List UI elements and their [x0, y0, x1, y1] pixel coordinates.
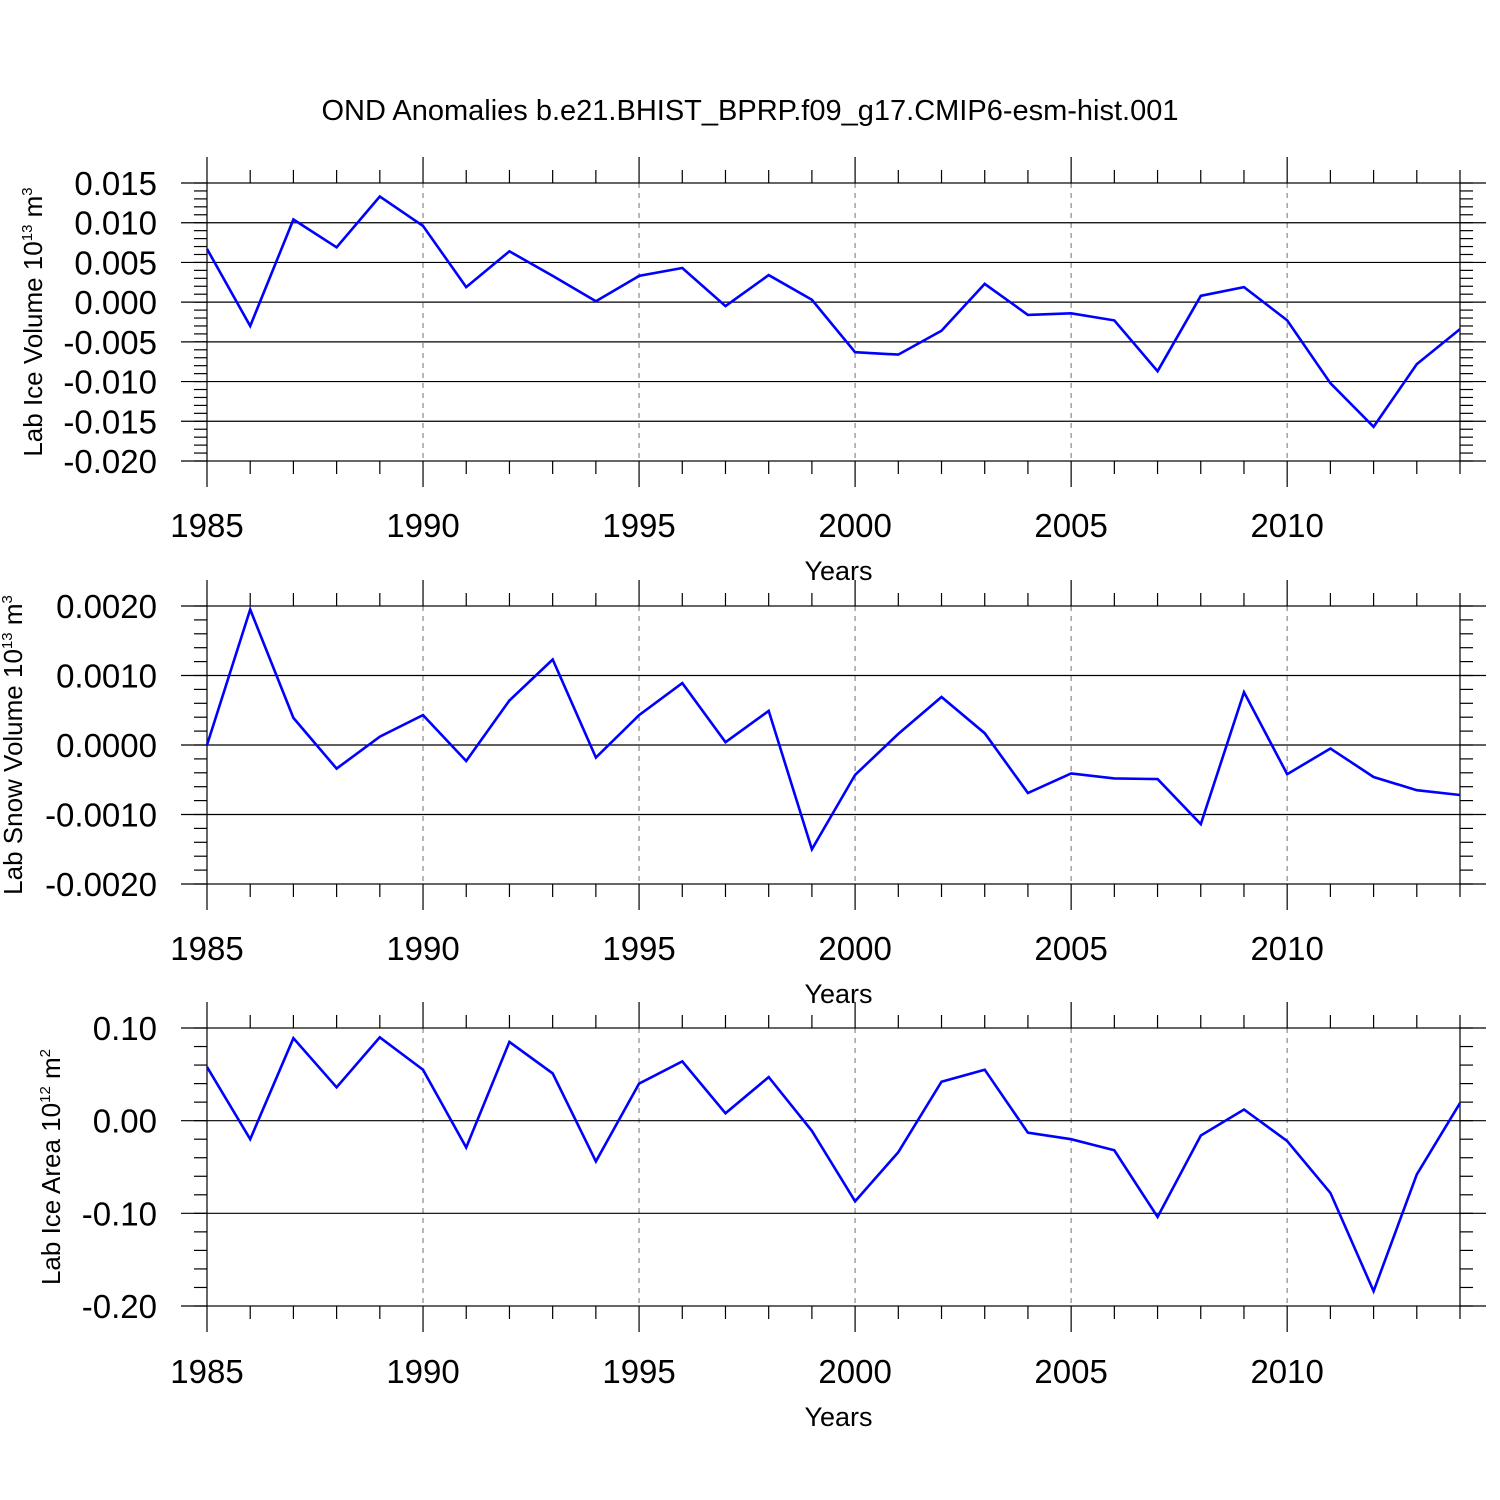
- x-axis-label: Years: [804, 979, 872, 1009]
- y-axis-label-unit: m: [0, 604, 28, 633]
- y-axis-label-text: Lab Ice Volume 10: [18, 241, 48, 456]
- y-axis-label: Lab Snow Volume 1013 m3: [0, 595, 28, 895]
- y-tick-label: -0.015: [63, 403, 157, 440]
- chart-title: OND Anomalies b.e21.BHIST_BPRP.f09_g17.C…: [322, 95, 1179, 127]
- y-tick-label: 0.015: [74, 165, 157, 202]
- y-axis-label-unit: m: [36, 1057, 66, 1086]
- y-tick-label: 0.005: [74, 244, 157, 281]
- y-tick-label: 0.0010: [56, 658, 157, 695]
- x-tick-label: 2005: [1034, 1353, 1107, 1390]
- x-tick-label: 2005: [1034, 507, 1107, 544]
- panel-3: 0.10 0.00 -0.10 -0.20 1985 1990 1995 2000 2005 20…: [36, 1002, 1486, 1432]
- y-axis-label-unit-exponent: 3: [0, 595, 16, 603]
- x-tick-label: 2000: [818, 1353, 891, 1390]
- x-tick-label: 1985: [170, 1353, 243, 1390]
- x-tick-label: 1990: [386, 507, 459, 544]
- y-tick-label: -0.0020: [45, 866, 157, 903]
- y-tick-label: 0.010: [74, 205, 157, 242]
- x-axis-label: Years: [804, 556, 872, 586]
- x-tick-label: 2010: [1250, 930, 1323, 967]
- y-tick-label: -0.005: [63, 324, 157, 361]
- plot-frame: [206, 1027, 1461, 1307]
- x-tick-label: 2005: [1034, 930, 1107, 967]
- series-line: [205, 194, 1461, 429]
- x-tick-label: 2010: [1250, 1353, 1323, 1390]
- x-tick-label: 1990: [386, 930, 459, 967]
- plot-frame: [206, 182, 1461, 462]
- x-tick-label: 2000: [818, 507, 891, 544]
- x-tick-label: 1995: [602, 930, 675, 967]
- y-axis-label: Lab Ice Volume 1013 m3: [18, 187, 48, 456]
- y-tick-label: 0.000: [74, 284, 157, 321]
- y-axis-label-unit-exponent: 3: [19, 187, 36, 195]
- panels: 0.0150.0100.0050.000-0.005-0.010-0.015-0…: [0, 157, 1486, 1432]
- y-axis-label-text: Lab Snow Volume 10: [0, 649, 28, 895]
- x-tick-label: 1995: [602, 507, 675, 544]
- y-tick-label: 0.0020: [56, 588, 157, 625]
- y-axis-label-exponent: 12: [37, 1086, 54, 1103]
- y-tick-label: 0.0000: [56, 727, 157, 764]
- y-tick-label: -0.010: [63, 364, 157, 401]
- y-axis-label-unit-exponent: 2: [37, 1049, 54, 1057]
- x-tick-label: 1990: [386, 1353, 459, 1390]
- x-tick-label: 2000: [818, 930, 891, 967]
- y-tick-label: -0.020: [63, 443, 157, 480]
- x-tick-label: 1995: [602, 1353, 675, 1390]
- x-axis-label: Years: [804, 1402, 872, 1432]
- panel-1: 0.0150.0100.0050.000-0.005-0.010-0.015-0…: [18, 157, 1486, 586]
- x-tick-label: 2010: [1250, 507, 1323, 544]
- series-line: [205, 1035, 1462, 1295]
- y-tick-label: 0.00: [93, 1103, 157, 1140]
- y-axis-label: Lab Ice Area 1012 m2: [36, 1049, 66, 1285]
- y-axis-label-text: Lab Ice Area 10: [36, 1103, 66, 1285]
- x-tick-label: 1985: [170, 507, 243, 544]
- y-tick-label: 0.10: [93, 1010, 157, 1047]
- panel-2: 0.0020 0.0010 0.0000 -0.0010 -0.0020 1985 1990…: [0, 580, 1486, 1009]
- y-axis-label-exponent: 13: [19, 225, 36, 242]
- series-line: [205, 605, 1461, 853]
- x-tick-label: 1985: [170, 930, 243, 967]
- y-tick-label: -0.0010: [45, 797, 157, 834]
- y-axis-label-exponent: 13: [0, 632, 16, 649]
- y-tick-label: -0.10: [82, 1195, 157, 1232]
- y-tick-label: -0.20: [82, 1288, 157, 1325]
- y-axis-label-unit: m: [18, 196, 48, 225]
